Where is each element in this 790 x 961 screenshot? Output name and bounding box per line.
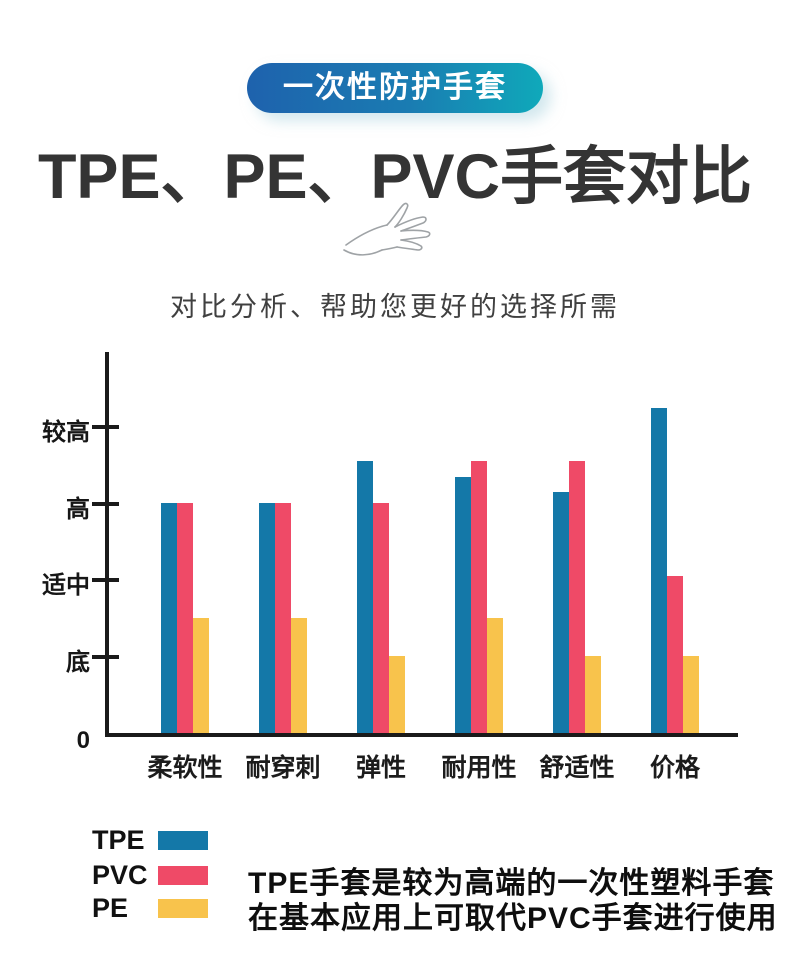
y-axis-tick-label: 较高	[42, 419, 90, 446]
bar-TPE-耐用性	[455, 477, 471, 733]
bar-PVC-柔软性	[177, 503, 193, 733]
bar-PE-柔软性	[193, 618, 209, 733]
y-axis-tick-label: 底	[66, 648, 90, 676]
legend-label-PE: PE	[92, 893, 129, 923]
page-title: TPE、PE、PVC手套对比	[37, 142, 753, 212]
bar-TPE-耐穿刺	[259, 503, 275, 733]
bar-TPE-柔软性	[161, 503, 177, 733]
bar-TPE-舒适性	[553, 492, 569, 733]
y-axis-tick	[92, 501, 119, 506]
bar-TPE-弹性	[357, 461, 373, 733]
y-axis-tick-label: 高	[66, 495, 90, 523]
y-axis-tick	[92, 578, 119, 582]
x-category-label: 耐用性	[441, 754, 517, 782]
bar-PE-价格	[683, 656, 699, 733]
y-axis-tick-label: 适中	[42, 572, 90, 599]
bar-PVC-舒适性	[569, 461, 585, 733]
bar-PE-耐穿刺	[291, 618, 307, 733]
hand-sketch-icon	[343, 202, 431, 256]
bar-PE-耐用性	[487, 618, 503, 733]
legend-swatch-PE	[158, 899, 208, 918]
bar-PVC-耐穿刺	[275, 503, 291, 733]
legend-label-TPE: TPE	[92, 825, 145, 855]
x-category-label: 价格	[649, 754, 700, 782]
legend-swatch-TPE	[158, 831, 208, 850]
y-axis-tick-label: 0	[76, 727, 90, 754]
bar-PVC-耐用性	[471, 461, 487, 733]
page-subtitle: 对比分析、帮助您更好的选择所需	[170, 292, 620, 322]
bar-PVC-弹性	[373, 503, 389, 733]
bar-PE-舒适性	[585, 656, 601, 733]
description-line-2: 在基本应用上可取代PVC手套进行使用	[248, 902, 778, 935]
bar-TPE-价格	[651, 408, 667, 733]
legend-swatch-PVC	[158, 866, 208, 885]
description-line-1: TPE手套是较为高端的一次性塑料手套	[248, 867, 775, 900]
y-axis-tick	[92, 425, 119, 429]
comparison-chart: 0 底 适中 高 较高柔软性 耐穿刺 弹性 耐用性 舒适性 价格	[0, 340, 790, 800]
x-category-label: 柔软性	[147, 754, 223, 782]
category-badge-label: 一次性防护手套	[283, 71, 507, 104]
category-badge: 一次性防护手套	[247, 63, 543, 113]
x-category-label: 弹性	[355, 754, 406, 782]
y-axis-line	[105, 352, 109, 737]
x-category-label: 舒适性	[539, 754, 615, 782]
x-category-label: 耐穿刺	[245, 754, 321, 782]
y-axis-tick	[92, 654, 119, 659]
bar-PVC-价格	[667, 576, 683, 733]
bar-PE-弹性	[389, 656, 405, 733]
x-axis-line	[105, 733, 738, 737]
legend-label-PVC: PVC	[92, 860, 148, 890]
